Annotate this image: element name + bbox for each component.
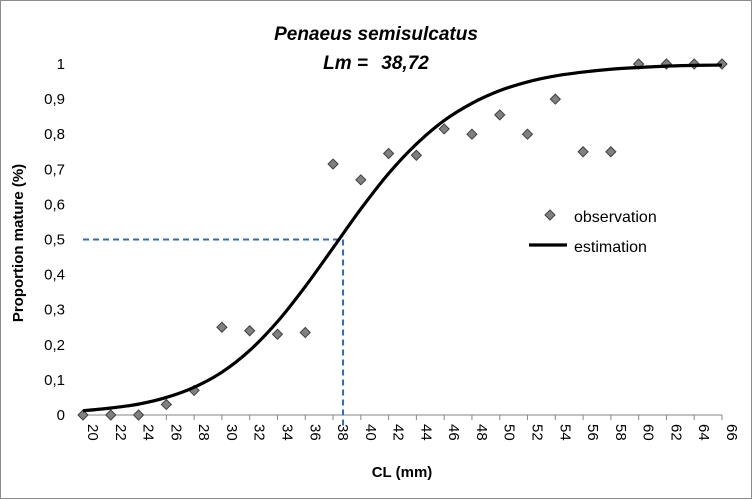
chart-subtitle: Lm = 38,72 [323, 53, 429, 74]
observation-point [549, 93, 562, 105]
observation-point [132, 409, 145, 421]
x-tick-label: 34 [278, 424, 295, 441]
legend-label-observation: observation [574, 209, 657, 226]
y-tick-label: 0,7 [44, 161, 65, 178]
y-tick-label: 0,3 [44, 302, 65, 319]
x-tick-label: 32 [251, 424, 268, 441]
x-tick-label: 64 [695, 424, 712, 441]
x-axis-ticks: 20 22 24 26 28 30 32 34 36 38 40 42 44 46 48 50 52 54 56 58… [82, 415, 740, 441]
x-tick-label: 48 [473, 424, 490, 441]
x-axis-label: CL (mm) [372, 464, 433, 481]
observation-point [382, 147, 395, 160]
x-tick-label: 54 [556, 424, 573, 441]
observation-point [160, 398, 173, 411]
x-tick-label: 60 [640, 424, 657, 441]
observation-point [466, 128, 478, 140]
x-tick-label: 38 [334, 424, 351, 441]
x-tick-label: 44 [417, 424, 434, 441]
observation-point [577, 146, 589, 158]
y-tick-label: 0,4 [44, 267, 65, 284]
y-tick-label: 0 [57, 407, 65, 424]
observation-point [438, 123, 450, 135]
observation-point [494, 109, 506, 121]
observation-point [410, 149, 423, 161]
x-tick-label: 42 [390, 424, 407, 441]
subtitle-value: 38,72 [381, 53, 429, 74]
y-tick-label: 0,6 [44, 196, 65, 213]
observation-point [327, 158, 339, 170]
legend-label-estimation: estimation [574, 239, 647, 256]
legend-marker-observation [544, 209, 556, 221]
x-tick-label: 26 [167, 424, 184, 441]
x-tick-label: 28 [195, 424, 212, 441]
observation-point [105, 409, 117, 421]
lm-guides [83, 238, 345, 427]
y-axis-ticks: 0 0,1 0,2 0,3 0,4 0,5 0,6 0,7 0,8 0,9 1 [44, 56, 65, 424]
legend: observation estimation [529, 209, 657, 256]
subtitle-label: Lm = [323, 53, 368, 74]
x-tick-label: 52 [529, 424, 546, 441]
x-tick-label: 36 [306, 424, 323, 441]
y-tick-label: 1 [57, 56, 65, 73]
y-tick-label: 0,2 [44, 337, 65, 354]
x-tick-label: 22 [112, 424, 129, 441]
y-tick-label: 0,5 [44, 232, 65, 249]
x-tick-label: 66 [723, 424, 740, 441]
x-tick-label: 62 [667, 424, 684, 441]
observation-point [271, 328, 284, 340]
x-tick-label: 40 [362, 424, 379, 441]
y-axis-label: Proportion mature (%) [10, 164, 27, 322]
observation-point [77, 409, 89, 421]
observation-point [605, 146, 617, 158]
y-tick-label: 0,9 [44, 91, 65, 108]
y-tick-label: 0,1 [44, 372, 65, 389]
x-tick-label: 46 [445, 424, 462, 441]
x-tick-label: 58 [612, 424, 629, 441]
x-tick-label: 20 [84, 424, 101, 441]
observation-point [355, 174, 367, 186]
x-tick-label: 50 [501, 424, 518, 441]
chart-title: Penaeus semisulcatus [274, 24, 478, 45]
x-tick-label: 56 [584, 424, 601, 441]
x-tick-label: 24 [140, 424, 157, 441]
observation-point [216, 321, 228, 333]
observation-points [77, 58, 728, 421]
observation-point [521, 128, 534, 140]
x-tick-label: 30 [223, 424, 240, 441]
estimation-curve [82, 63, 723, 413]
observation-point [243, 325, 256, 337]
observation-point [299, 326, 311, 339]
y-tick-label: 0,8 [44, 126, 65, 143]
